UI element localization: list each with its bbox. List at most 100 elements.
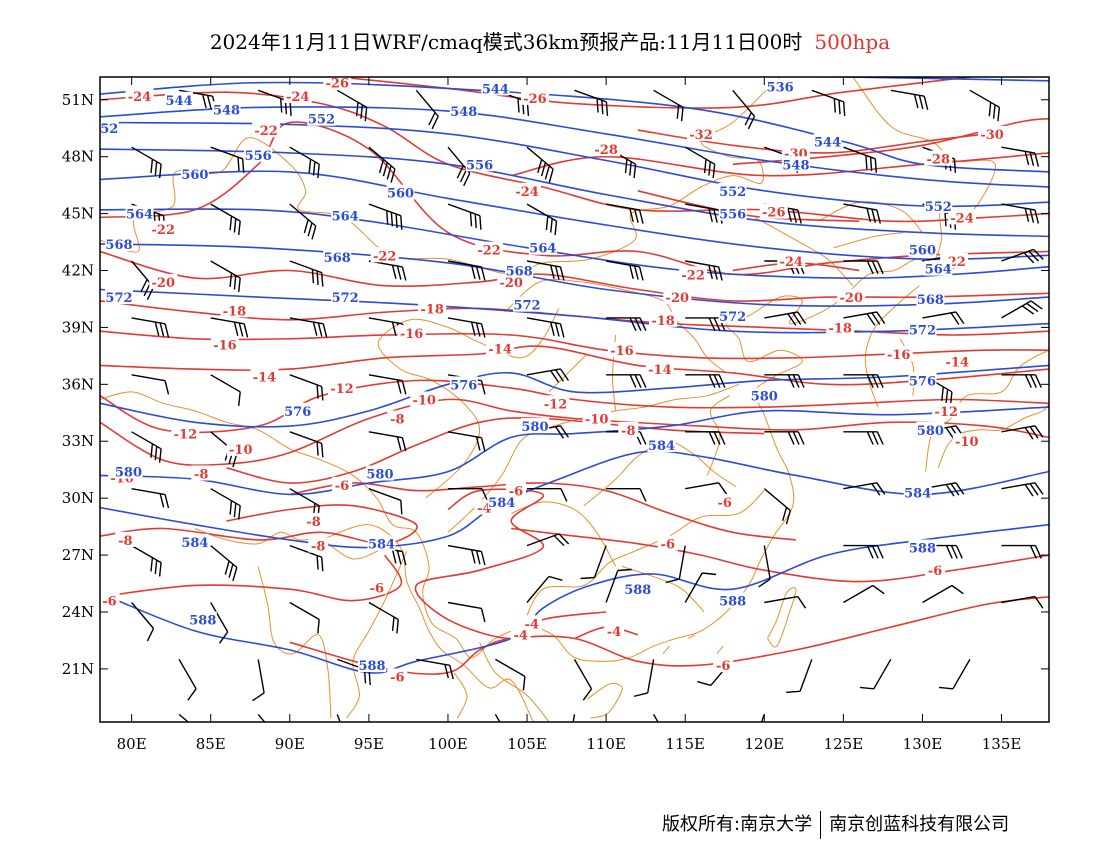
wind-barb [447,146,471,187]
temperature-contour-line [100,398,1049,467]
wind-barb [447,317,486,338]
temperature-contour-label: -28 [927,153,951,168]
temperature-contour-label: -14 [488,342,512,357]
temperature-contour-line [100,250,1049,302]
temperature-label-bg [149,220,178,236]
height-label-bg [481,80,510,96]
wind-barb [210,602,229,644]
temperature-contour-line [100,91,1049,223]
height-label-bg [513,296,542,312]
wind-barb [606,374,647,388]
height-label-bg [908,321,937,337]
wind-barb [1001,203,1040,224]
height-label-bg [766,78,795,94]
footer-separator [820,811,822,839]
y-tick-label: 33N [62,432,94,450]
temperature-contour-label: -6 [370,581,384,596]
wind-barb [368,374,407,395]
wind-barb [210,488,241,520]
wind-barb [131,431,162,463]
temperature-contour-label: -18 [223,304,247,319]
temperature-contour-label: -18 [420,302,444,317]
temperature-label-bg [418,300,447,316]
x-tick-label: 125E [824,735,864,753]
height-label-bg [916,290,945,306]
height-contour-line [100,208,1049,279]
wind-barb [447,431,486,452]
wind-barb [447,601,486,623]
y-tick-label: 48N [62,148,94,166]
height-contour-label: 572 [513,299,540,314]
y-tick-label: 42N [62,262,94,280]
temperature-contour-label: -22 [373,249,397,264]
wind-barb [368,431,407,452]
y-tick-label: 21N [62,660,94,678]
temperature-label-bg [592,141,621,157]
wind-barb [527,488,568,502]
border-line [100,77,996,662]
temperature-label-bg [510,626,531,642]
footer: 版权所有:南京大学 南京创蓝科技有限公司 [662,810,1009,839]
height-contour-label: 576 [909,375,936,390]
temperature-label-bg [410,391,439,407]
temperature-contour-label: -8 [390,412,404,427]
wind-barb [922,482,965,497]
wind-barb [843,374,884,388]
temperature-contour-label: -24 [128,90,152,105]
height-label-bg [487,493,516,509]
wind-barb [922,374,953,406]
height-label-bg [180,165,209,181]
temperature-contour-label: -20 [152,276,176,291]
wind-barb [210,431,238,468]
temperature-label-bg [618,421,639,437]
temperature-contour-line [332,77,977,109]
height-label-bg [465,156,494,172]
wind-barb [606,488,647,502]
temperature-contour-label: -8 [621,424,635,439]
wind-barb [843,311,886,326]
height-contour-label: 548 [782,158,809,173]
height-contour-line [100,523,1049,674]
temperature-contour-label: -22 [152,223,176,238]
temperature-label-bg [943,353,972,369]
height-label-bg [505,262,534,278]
wind-barb [131,317,170,338]
wind-barb [922,544,963,559]
temperature-contour-label: -22 [477,244,501,259]
wind-barb [368,203,403,230]
wind-barb [843,584,885,604]
height-contour-label: 552 [719,185,746,200]
temperature-label-bg [582,410,611,426]
height-label-bg [718,592,747,608]
height-label-bg [331,207,360,223]
temperature-label-bg [397,325,426,341]
wind-barb [685,260,723,281]
wind-barb [336,714,341,722]
temperature-contour-label: -8 [194,467,208,482]
border-line [833,232,904,249]
wind-barb [653,89,684,122]
border-line [716,645,724,655]
temperature-label-bg [283,87,312,103]
height-contour-label: 580 [366,467,393,482]
border-line [479,642,550,722]
wind-barb [1001,482,1044,497]
x-tick-label: 110E [586,735,626,753]
wind-barb [1001,374,1042,388]
y-tick-label: 30N [62,489,94,507]
temperature-contour-line [511,152,1049,177]
wind-barb [605,203,644,224]
wind-barb [289,544,324,572]
wind-barb [652,714,659,722]
wind-barb [526,203,558,236]
wind-barb [495,89,530,116]
temperature-label-bg [604,622,625,638]
height-label-bg [916,421,945,437]
border-line [754,216,854,287]
temperature-contour-line [100,554,403,602]
height-label-bg [781,156,810,172]
border-line [621,565,705,613]
height-label-bg [718,308,747,324]
wind-barb [572,714,576,722]
temperature-contour-label: -6 [718,496,732,511]
